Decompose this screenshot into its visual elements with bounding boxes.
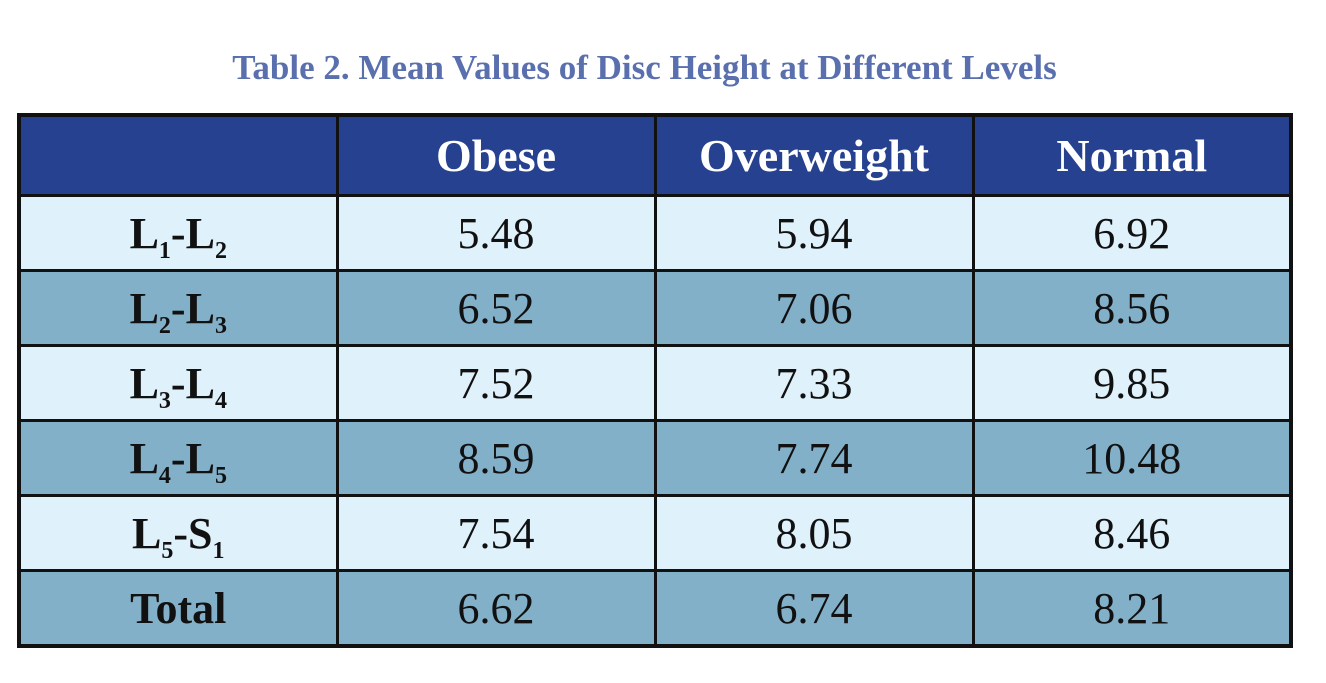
cell-obese: 6.62 (335, 569, 657, 648)
cell-normal: 10.48 (971, 419, 1293, 497)
cell-obese: 7.52 (335, 344, 657, 422)
cell-overweight: 7.33 (653, 344, 975, 422)
table-row: L5-S1 7.54 8.05 8.46 (17, 494, 1293, 572)
row-label-l5-s1: L5-S1 (17, 494, 339, 572)
total-row: Total 6.62 6.74 8.21 (17, 569, 1293, 648)
cell-overweight: 6.74 (653, 569, 975, 648)
row-label-l4-l5: L4-L5 (17, 419, 339, 497)
cell-overweight: 7.06 (653, 269, 975, 347)
header-cell-obese: Obese (335, 113, 657, 197)
row-label-l2-l3: L2-L3 (17, 269, 339, 347)
cell-obese: 5.48 (335, 194, 657, 272)
header-row: Obese Overweight Normal (17, 113, 1293, 197)
row-label-l3-l4: L3-L4 (17, 344, 339, 422)
header-cell-empty (17, 113, 339, 197)
table-row: L3-L4 7.52 7.33 9.85 (17, 344, 1293, 422)
row-label-l1-l2: L1-L2 (17, 194, 339, 272)
cell-overweight: 8.05 (653, 494, 975, 572)
cell-overweight: 5.94 (653, 194, 975, 272)
row-label-total: Total (17, 569, 339, 648)
cell-obese: 8.59 (335, 419, 657, 497)
table-row: L4-L5 8.59 7.74 10.48 (17, 419, 1293, 497)
cell-normal: 8.56 (971, 269, 1293, 347)
cell-normal: 8.46 (971, 494, 1293, 572)
cell-obese: 7.54 (335, 494, 657, 572)
disc-height-table: Obese Overweight Normal L1-L2 5.48 5.94 … (17, 113, 1293, 648)
header-cell-normal: Normal (971, 113, 1293, 197)
cell-normal: 8.21 (971, 569, 1293, 648)
table-title: Table 2. Mean Values of Disc Height at D… (232, 48, 1057, 87)
header-cell-overweight: Overweight (653, 113, 975, 197)
cell-overweight: 7.74 (653, 419, 975, 497)
table-row: L2-L3 6.52 7.06 8.56 (17, 269, 1293, 347)
cell-normal: 9.85 (971, 344, 1293, 422)
cell-normal: 6.92 (971, 194, 1293, 272)
table-row: L1-L2 5.48 5.94 6.92 (17, 194, 1293, 272)
cell-obese: 6.52 (335, 269, 657, 347)
